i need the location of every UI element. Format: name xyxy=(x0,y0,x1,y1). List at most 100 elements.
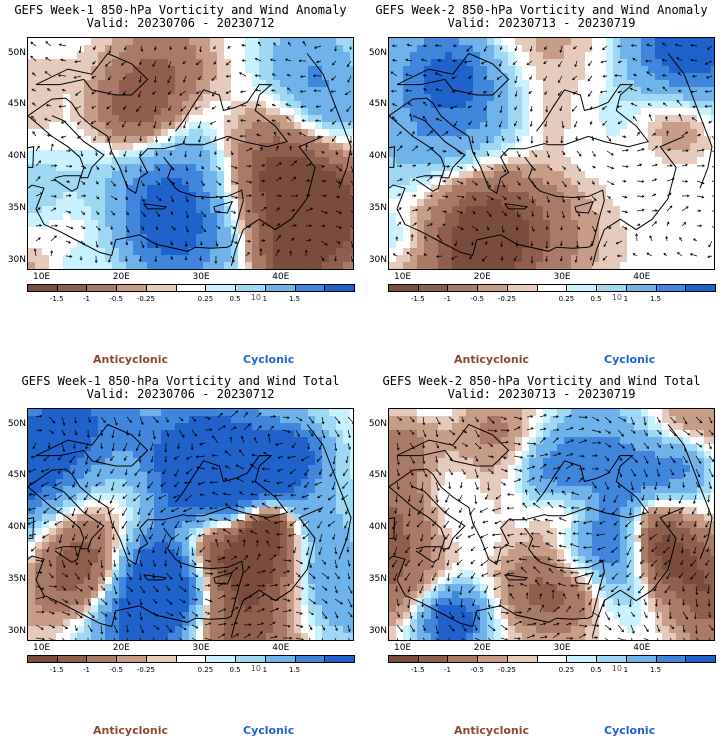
colorbar-segment xyxy=(388,284,419,292)
latitude-label: 30N xyxy=(7,254,26,265)
panel-valid-dates: Valid: 20230706 - 20230712 xyxy=(86,16,275,30)
colorbar-tick-label: 0.25 xyxy=(197,666,214,674)
colorbar-tick-label: -1 xyxy=(82,666,90,674)
colorbar-segment xyxy=(685,655,716,663)
colorbar-tick-label: 0.25 xyxy=(197,295,214,303)
map-panel-2: GEFS Week-2 850-hPa Vorticity and Wind A… xyxy=(361,0,722,371)
colorbar-segment xyxy=(264,284,296,292)
colorbar-segment xyxy=(86,655,118,663)
anticyclonic-label: Anticyclonic xyxy=(454,353,530,366)
colorbar-segment xyxy=(655,655,687,663)
panel-title: GEFS Week-1 850-hPa Vorticity and Wind T… xyxy=(21,374,340,388)
colorbar xyxy=(27,655,355,664)
vorticity-map xyxy=(388,408,715,641)
colorbar-segment xyxy=(447,284,479,292)
latitude-label: 35N xyxy=(368,202,387,213)
colorbar-tick-label: 1 xyxy=(623,295,629,303)
colorbar-segment xyxy=(56,655,88,663)
longitude-label: 40E xyxy=(272,643,290,653)
colorbar-tick-label: 1 xyxy=(262,295,268,303)
longitude-label: 30E xyxy=(553,272,571,282)
colorbar-tick-label: 0.5 xyxy=(229,666,241,674)
panel-valid-dates: Valid: 20230706 - 20230712 xyxy=(86,387,275,401)
longitude-label: 30E xyxy=(553,643,571,653)
colorbar-scale-marker: 10 xyxy=(611,293,622,302)
cyclonic-label: Cyclonic xyxy=(604,724,656,737)
colorbar-segment xyxy=(294,284,326,292)
colorbar-segment xyxy=(596,284,627,292)
colorbar-segment xyxy=(27,655,58,663)
colorbar-segment xyxy=(56,284,88,292)
colorbar-tick-label: -0.5 xyxy=(470,666,485,674)
panel-title: GEFS Week-2 850-hPa Vorticity and Wind T… xyxy=(382,374,701,388)
colorbar-tick-label: -1 xyxy=(443,666,451,674)
panel-valid-dates: Valid: 20230713 - 20230719 xyxy=(447,387,636,401)
colorbar-tick-label: 1.5 xyxy=(649,666,662,674)
latitude-label: 45N xyxy=(7,99,26,110)
latitude-label: 30N xyxy=(368,254,387,265)
panel-title: GEFS Week-2 850-hPa Vorticity and Wind A… xyxy=(375,3,708,17)
panel-valid-dates: Valid: 20230713 - 20230719 xyxy=(447,16,636,30)
anticyclonic-label: Anticyclonic xyxy=(93,724,169,737)
colorbar-segment xyxy=(566,284,598,292)
colorbar-scale-marker: 10 xyxy=(250,293,261,302)
colorbar-tick-label: 0.25 xyxy=(558,295,575,303)
colorbar-segment xyxy=(388,655,419,663)
colorbar-segment xyxy=(655,284,687,292)
colorbar-segment xyxy=(625,655,657,663)
latitude-label: 35N xyxy=(7,573,26,584)
colorbar-segment xyxy=(175,655,207,663)
colorbar-segment xyxy=(596,655,627,663)
colorbar-scale-marker: 10 xyxy=(250,664,261,673)
colorbar-tick-label: 1 xyxy=(262,666,268,674)
vorticity-map xyxy=(27,37,354,270)
colorbar-tick-label: 1.5 xyxy=(288,295,301,303)
anticyclonic-label: Anticyclonic xyxy=(454,724,530,737)
colorbar-segment xyxy=(477,284,508,292)
latitude-label: 40N xyxy=(368,151,387,162)
colorbar xyxy=(27,284,355,293)
longitude-label: 10E xyxy=(393,643,412,653)
colorbar-segment xyxy=(145,655,177,663)
colorbar-segment xyxy=(477,655,508,663)
longitude-label: 40E xyxy=(272,272,290,282)
latitude-label: 40N xyxy=(7,522,26,533)
colorbar-segment xyxy=(324,284,355,292)
latitude-label: 50N xyxy=(368,47,387,58)
colorbar-scale-marker: 10 xyxy=(611,664,622,673)
colorbar-tick-label: -1.5 xyxy=(410,295,425,303)
colorbar-segment xyxy=(417,284,449,292)
colorbar-segment xyxy=(294,655,326,663)
colorbar-segment xyxy=(235,655,266,663)
colorbar-segment xyxy=(145,284,177,292)
longitude-label: 20E xyxy=(473,272,491,282)
longitude-label: 40E xyxy=(633,272,651,282)
longitude-label: 20E xyxy=(112,272,130,282)
colorbar-segment xyxy=(205,284,237,292)
colorbar-tick-label: -1 xyxy=(82,295,90,303)
colorbar-tick-label: 1.5 xyxy=(288,666,301,674)
colorbar-segment xyxy=(264,655,296,663)
colorbar-segment xyxy=(536,284,568,292)
colorbar-tick-label: 0.25 xyxy=(558,666,575,674)
latitude-label: 45N xyxy=(368,99,387,110)
colorbar-segment xyxy=(324,655,355,663)
longitude-label: 40E xyxy=(633,643,651,653)
cyclonic-label: Cyclonic xyxy=(604,353,656,366)
latitude-label: 50N xyxy=(368,418,387,429)
colorbar-tick-label: -0.5 xyxy=(109,666,124,674)
colorbar-tick-label: -0.25 xyxy=(497,666,516,674)
cyclonic-label: Cyclonic xyxy=(243,724,295,737)
latitude-label: 30N xyxy=(7,625,26,636)
colorbar-segment xyxy=(447,655,479,663)
colorbar xyxy=(388,655,716,664)
colorbar-tick-label: 0.5 xyxy=(229,295,241,303)
longitude-label: 30E xyxy=(192,272,210,282)
colorbar-segment xyxy=(625,284,657,292)
colorbar-segment xyxy=(116,655,147,663)
colorbar-tick-label: -1 xyxy=(443,295,451,303)
vorticity-map xyxy=(27,408,354,641)
longitude-label: 10E xyxy=(393,272,412,282)
colorbar-segment xyxy=(536,655,568,663)
colorbar-tick-label: -1.5 xyxy=(49,295,64,303)
